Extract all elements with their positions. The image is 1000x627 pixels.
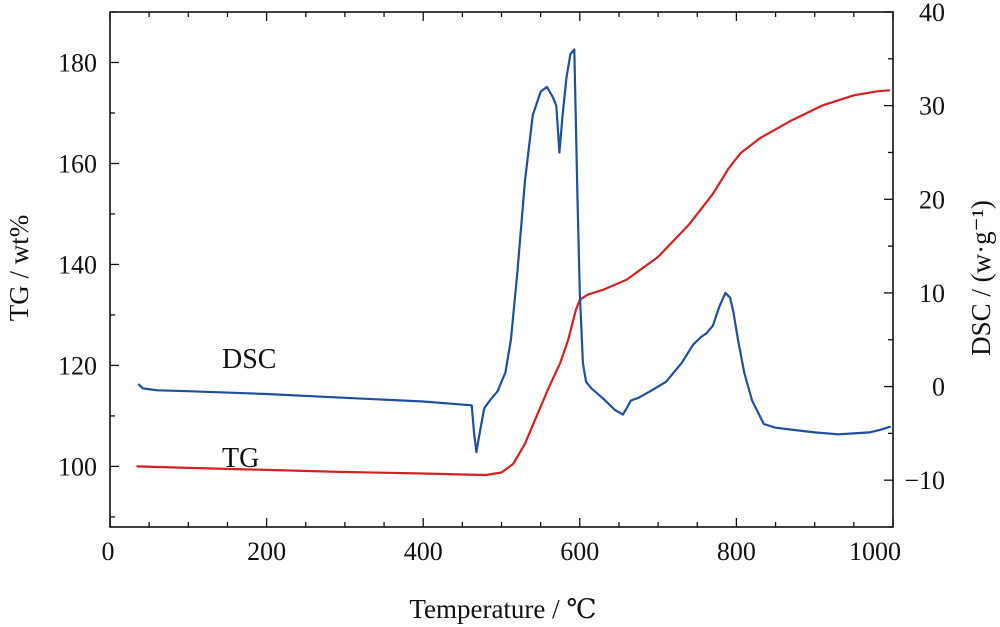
tg-curve-label: TG bbox=[222, 443, 259, 474]
dsc-series-line bbox=[137, 48, 892, 454]
x-tick-label: 0 bbox=[102, 537, 115, 566]
left-tick-label: 100 bbox=[58, 452, 97, 481]
x-tick-label: 600 bbox=[560, 537, 599, 566]
right-tick-label: 10 bbox=[919, 279, 945, 308]
right-tick-label: −10 bbox=[904, 466, 945, 495]
left-axis-ticks: 100 120 140 160 180 bbox=[58, 11, 119, 518]
left-tick-label: 120 bbox=[58, 351, 97, 380]
right-axis-title: DSC / (w·g⁻¹) bbox=[966, 200, 996, 356]
tg-series-line bbox=[136, 89, 891, 477]
left-tick-label: 180 bbox=[58, 48, 97, 77]
x-tick-label: 1000 bbox=[849, 537, 901, 566]
left-axis-title: TG / wt% bbox=[4, 215, 34, 321]
right-tick-label: 20 bbox=[919, 185, 945, 214]
series-layer bbox=[136, 48, 892, 477]
x-axis-title: Temperature / ℃ bbox=[409, 594, 596, 624]
left-tick-label: 140 bbox=[58, 250, 97, 279]
x-tick-label: 400 bbox=[404, 537, 443, 566]
right-tick-label: 40 bbox=[919, 0, 945, 27]
right-tick-label: 0 bbox=[932, 373, 945, 402]
right-tick-label: 30 bbox=[919, 92, 945, 121]
x-axis-ticks: 0 200 400 600 800 1000 bbox=[102, 12, 901, 566]
left-tick-label: 160 bbox=[58, 149, 97, 178]
x-tick-label: 200 bbox=[247, 537, 286, 566]
dsc-curve-label: DSC bbox=[222, 344, 276, 375]
x-tick-label: 800 bbox=[717, 537, 756, 566]
annotations-layer: DSC TG bbox=[222, 344, 276, 474]
right-axis-ticks: −10 0 10 20 30 40 bbox=[884, 0, 945, 528]
